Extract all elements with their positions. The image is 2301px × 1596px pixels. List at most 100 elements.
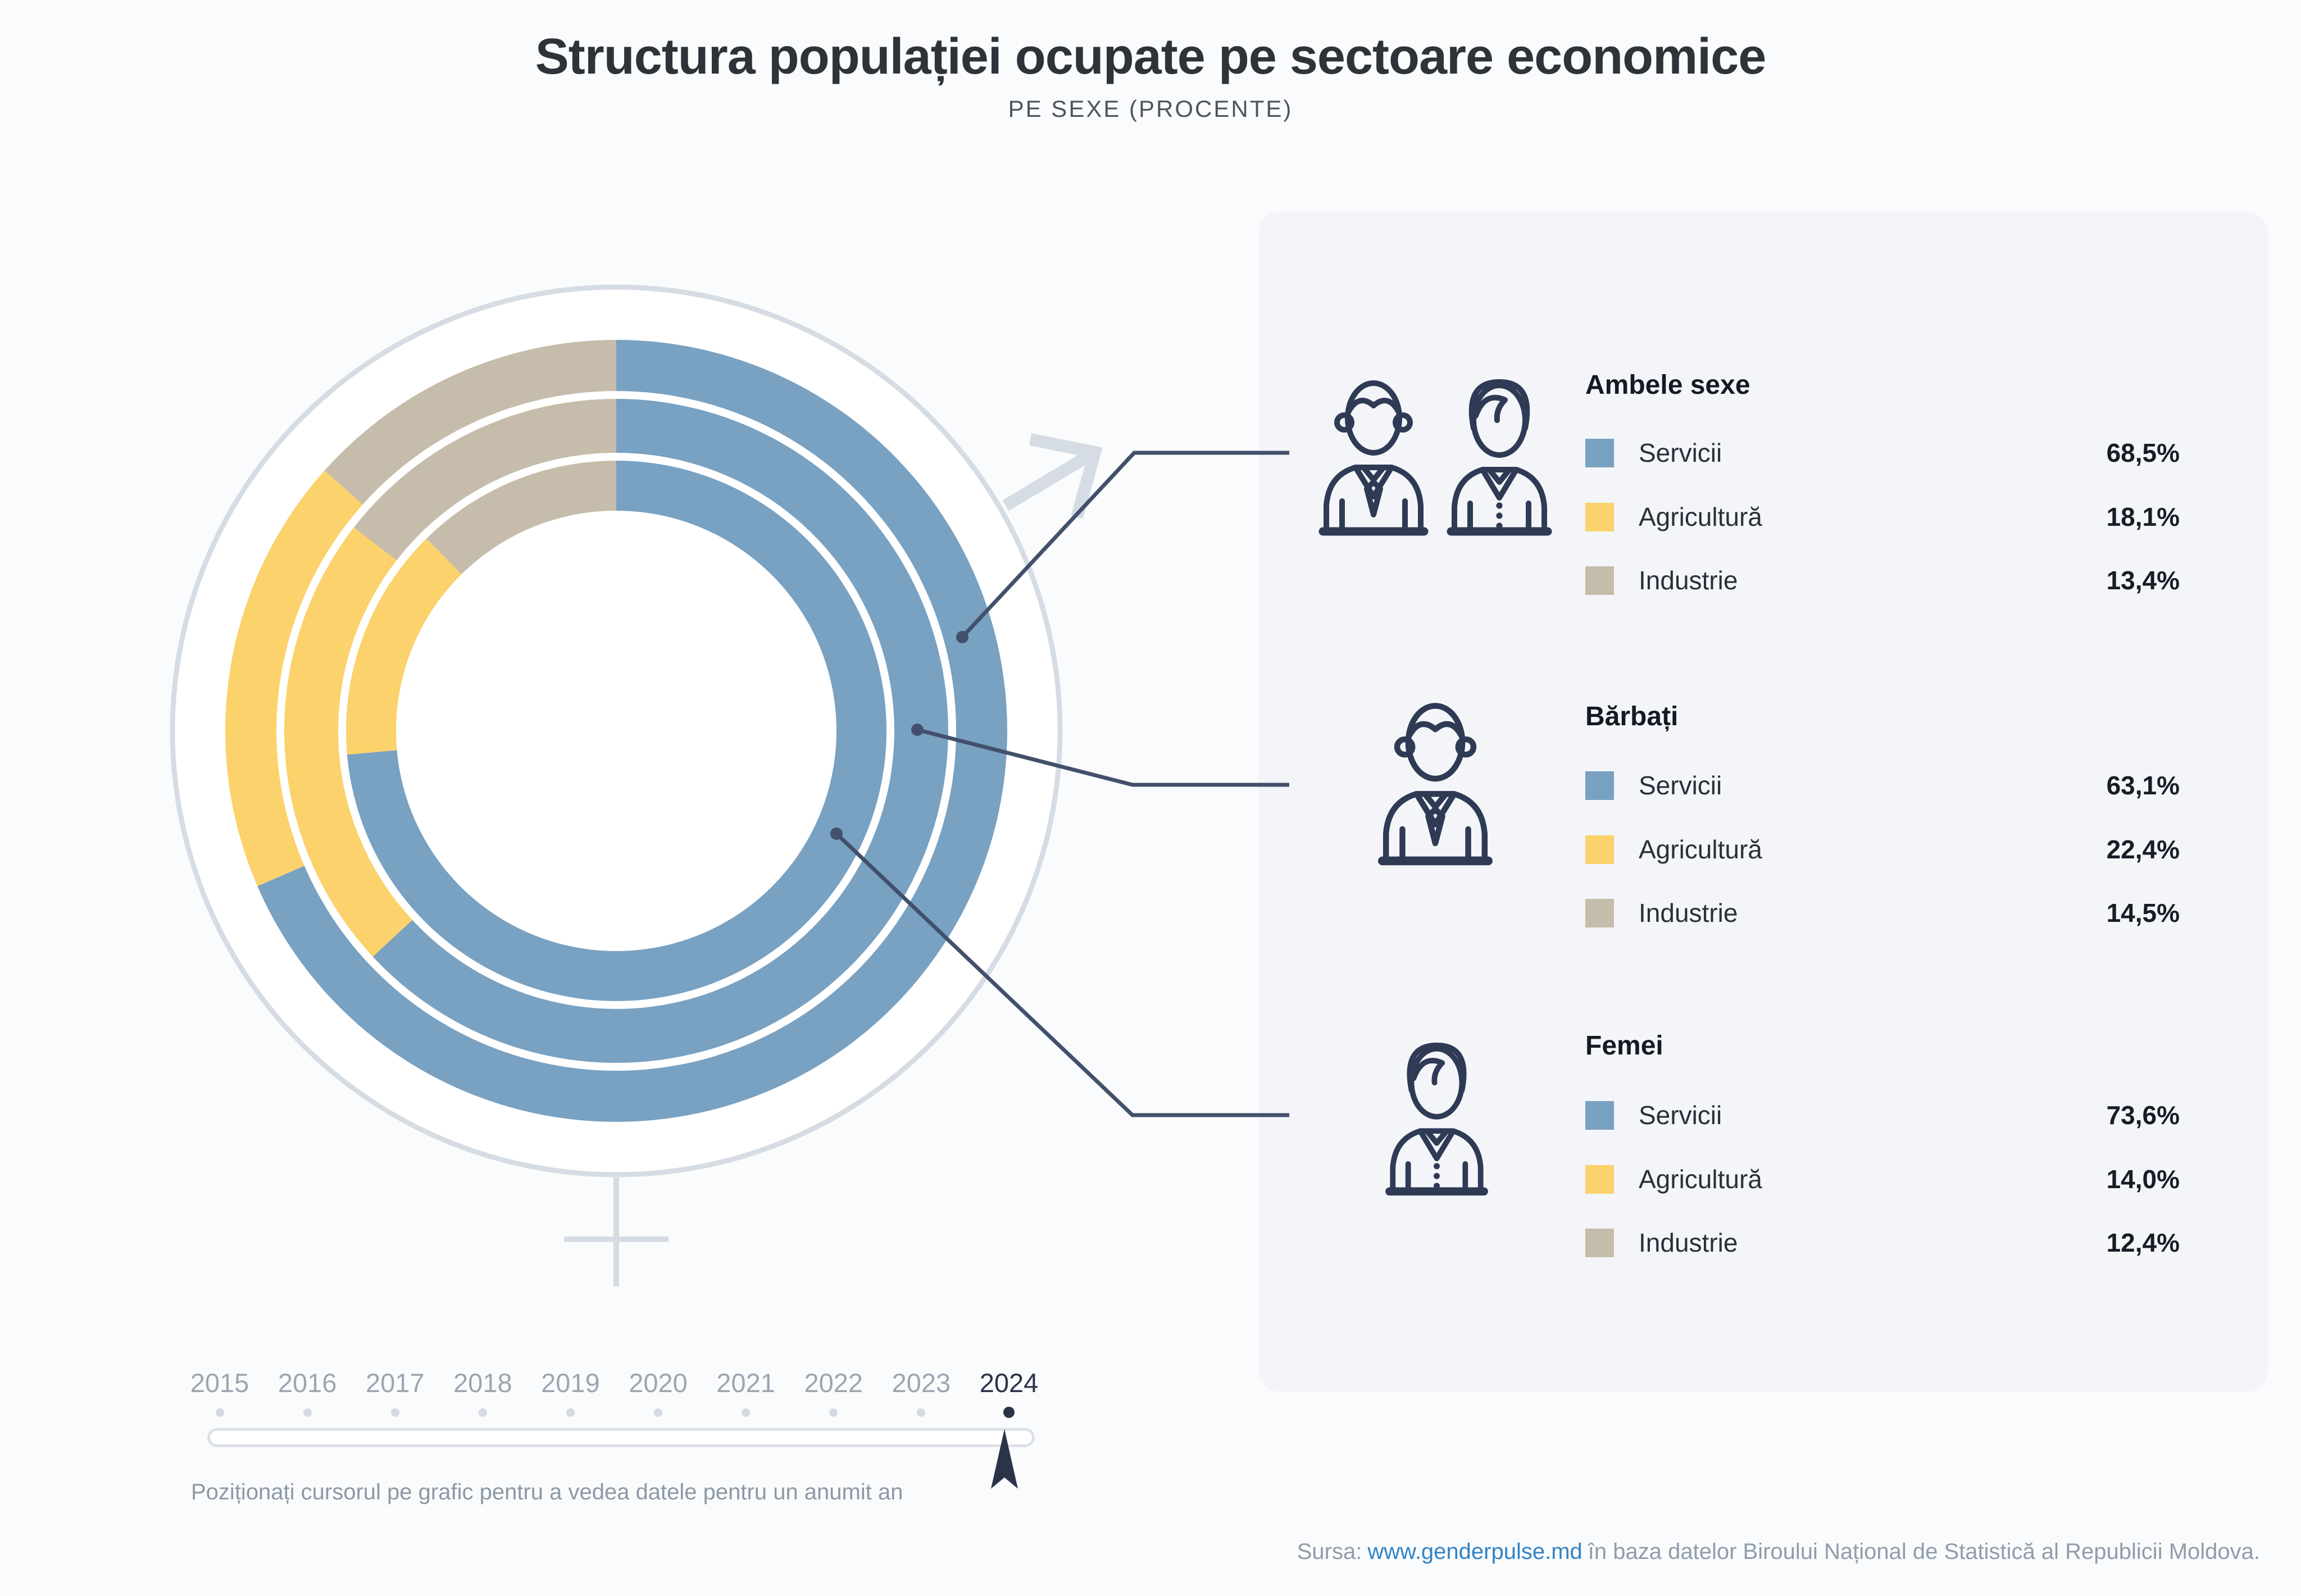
legend-group-title: Bărbați	[1585, 702, 1679, 731]
year-label: 2019	[541, 1368, 600, 1398]
year-tick-dot	[917, 1408, 926, 1417]
legend-row: Agricultură 18,1%	[1585, 502, 2180, 531]
timeline-instruction: Poziționați cursorul pe grafic pentru a …	[191, 1480, 903, 1504]
sector-value: 73,6%	[2106, 1101, 2180, 1130]
year-label: 2018	[453, 1368, 512, 1398]
source-link[interactable]: www.genderpulse.md	[1367, 1539, 1582, 1564]
legend-group-femei: Femei Servicii 73,6% Agricultură 14,0% I…	[1585, 1030, 2180, 1277]
year-label: 2023	[892, 1368, 951, 1398]
year-tick-dot	[390, 1408, 399, 1417]
ring-segment-ambele-sexe-industrie[interactable]	[324, 340, 616, 505]
legend-group-title: Ambele sexe	[1585, 370, 1750, 400]
legend-row: Industrie 14,5%	[1585, 898, 2180, 927]
sector-label: Industrie	[1639, 566, 1738, 595]
man-bust-icon	[1318, 380, 1429, 536]
legend-group-barbati: Bărbați Servicii 63,1% Agricultură 22,4%…	[1585, 701, 2180, 948]
page-title: Structura populației ocupate pe sectoare…	[535, 29, 1767, 85]
year-label: 2017	[365, 1368, 425, 1398]
year-tick-dot	[1003, 1407, 1015, 1418]
year-label: 2024	[979, 1368, 1039, 1398]
legend-row: Servicii 68,5%	[1585, 438, 2180, 467]
legend-row: Industrie 13,4%	[1585, 566, 2180, 595]
sector-value: 14,5%	[2106, 898, 2180, 927]
source-line: Sursa: www.genderpulse.md în baza datelor …	[1297, 1539, 2260, 1565]
industrie-swatch	[1585, 566, 1614, 595]
legend-group-title: Femei	[1585, 1031, 1663, 1061]
sector-value: 14,0%	[2106, 1165, 2180, 1194]
timeline-year-2016[interactable]: 2016	[265, 1367, 350, 1418]
servicii-swatch	[1585, 771, 1614, 800]
man-icon	[1378, 703, 1493, 866]
sector-label: Industrie	[1639, 1228, 1738, 1257]
callout-line-barbati	[917, 727, 1289, 787]
callout-dot-ambele-sexe	[956, 631, 968, 643]
year-tick-dot	[566, 1408, 575, 1417]
year-label: 2020	[629, 1368, 688, 1398]
agricultura-swatch	[1585, 835, 1614, 864]
timeline-cursor-icon[interactable]	[991, 1429, 1018, 1490]
year-tick-dot	[829, 1408, 838, 1417]
sector-value: 68,5%	[2106, 438, 2180, 467]
legend-row: Agricultură 14,0%	[1585, 1165, 2180, 1194]
ring-segment-femei-agricultură[interactable]	[346, 538, 462, 755]
timeline-year-2024[interactable]: 2024	[966, 1367, 1052, 1418]
year-label: 2015	[190, 1368, 249, 1398]
sector-label: Servicii	[1639, 438, 1722, 467]
year-tick-dot	[478, 1408, 487, 1417]
sector-label: Servicii	[1639, 771, 1722, 800]
ring-segment-bărbați-industrie[interactable]	[354, 399, 616, 561]
timeline-year-2020[interactable]: 2020	[616, 1367, 701, 1418]
year-tick-dot	[215, 1408, 224, 1417]
timeline-slider-track[interactable]	[207, 1428, 1035, 1447]
timeline-year-2017[interactable]: 2017	[352, 1367, 438, 1418]
sector-label: Agricultură	[1639, 502, 1762, 531]
legend-row: Servicii 63,1%	[1585, 771, 2180, 800]
callout-dot-barbati	[911, 724, 924, 736]
sector-value: 22,4%	[2106, 835, 2180, 864]
callout-line-ambele-sexe	[961, 451, 1289, 639]
sector-value: 12,4%	[2106, 1228, 2180, 1257]
sector-value: 13,4%	[2106, 566, 2180, 595]
year-label: 2016	[278, 1368, 337, 1398]
timeline-year-2018[interactable]: 2018	[440, 1367, 525, 1418]
legend-row: Industrie 12,4%	[1585, 1228, 2180, 1257]
ring-segment-femei-industrie[interactable]	[426, 461, 616, 575]
year-label: 2022	[804, 1368, 863, 1398]
legend-row: Agricultură 22,4%	[1585, 835, 2180, 864]
industrie-swatch	[1585, 898, 1614, 927]
servicii-swatch	[1585, 1101, 1614, 1130]
industrie-swatch	[1585, 1228, 1614, 1257]
source-suffix: în baza datelor Biroului Național de Sta…	[1588, 1539, 2260, 1564]
ring-segment-ambele-sexe-agricultură[interactable]	[225, 470, 363, 886]
year-label: 2021	[716, 1368, 775, 1398]
timeline-year-2022[interactable]: 2022	[791, 1367, 876, 1418]
year-tick-dot	[742, 1408, 751, 1417]
female-symbol-cross-icon	[564, 1177, 669, 1286]
sector-label: Industrie	[1639, 898, 1738, 927]
sector-label: Agricultură	[1639, 835, 1762, 864]
timeline-years: 2015 2016 2017 2018 2019 2020 2021 2022 2023 2024	[177, 1367, 1052, 1418]
legend-group-ambele-sexe: Ambele sexe Servicii 68,5% Agricultură 1…	[1585, 370, 2180, 617]
timeline-year-2019[interactable]: 2019	[527, 1367, 613, 1418]
servicii-swatch	[1585, 438, 1614, 467]
sector-label: Agricultură	[1639, 1165, 1762, 1194]
source-prefix: Sursa:	[1297, 1539, 1362, 1564]
timeline-year-2015[interactable]: 2015	[177, 1367, 262, 1418]
woman-bust-icon	[1447, 379, 1552, 536]
page-subtitle: PE SEXE (PROCENTE)	[1008, 96, 1293, 122]
agricultura-swatch	[1585, 502, 1614, 531]
sector-value: 63,1%	[2106, 771, 2180, 800]
agricultura-swatch	[1585, 1165, 1614, 1194]
male-symbol-arrow-icon	[1002, 433, 1103, 519]
timeline-year-2023[interactable]: 2023	[879, 1367, 964, 1418]
donut-rings[interactable]	[225, 340, 1007, 1122]
ring-segment-bărbați-agricultură[interactable]	[284, 527, 412, 957]
woman-icon	[1385, 1042, 1488, 1196]
sector-value: 18,1%	[2106, 502, 2180, 531]
year-tick-dot	[654, 1408, 663, 1417]
ring-segment-bărbați-servicii[interactable]	[372, 399, 948, 1063]
sector-label: Servicii	[1639, 1101, 1722, 1130]
timeline-year-2021[interactable]: 2021	[703, 1367, 789, 1418]
callout-line-femei	[835, 832, 1289, 1117]
